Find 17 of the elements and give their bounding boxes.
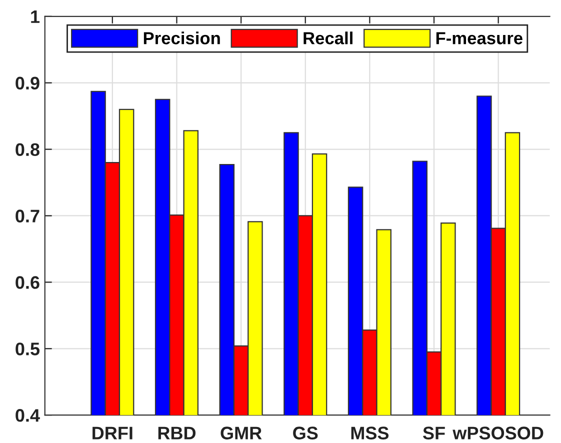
x-tick-label: MSS — [351, 426, 389, 440]
legend-label: F-measure — [436, 32, 522, 44]
y-tick-label: 0.4 — [16, 409, 40, 422]
x-tick-label: wPSOSOD — [452, 426, 544, 440]
y-tick-label: 0.8 — [16, 143, 40, 156]
y-tick-label: 0.5 — [16, 342, 40, 356]
x-tick-label: GMR — [220, 426, 262, 440]
y-tick-label: 0.7 — [16, 210, 40, 222]
y-tick-label: 0.9 — [16, 76, 40, 90]
x-tick-label: SF — [422, 426, 445, 440]
legend-label: Recall — [304, 32, 352, 44]
x-tick-label: GS — [293, 426, 318, 440]
x-tick-label: DRFI — [92, 426, 132, 440]
y-tick-label: 0.6 — [16, 276, 40, 289]
y-tick-label: 1 — [31, 10, 40, 23]
x-tick-label: RBD — [158, 426, 196, 440]
legend-label: Precision — [144, 32, 220, 44]
